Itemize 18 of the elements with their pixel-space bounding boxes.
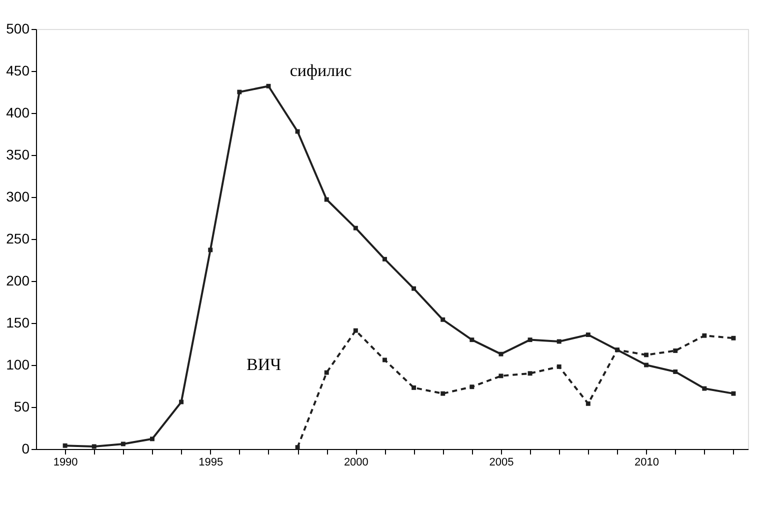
y-tick-label: 150 <box>6 314 30 330</box>
x-tick-label: 2000 <box>344 456 368 468</box>
y-tick-label: 100 <box>6 356 30 372</box>
y-tick-label: 200 <box>6 272 30 288</box>
y-tick-label: 300 <box>6 188 30 204</box>
y-tick-label: 500 <box>6 20 30 36</box>
y-tick-label: 0 <box>22 440 30 456</box>
x-tick-label: 1995 <box>198 456 224 468</box>
y-tick-label: 400 <box>6 104 30 120</box>
y-tick-label: 250 <box>6 230 30 246</box>
x-tick-label: 2005 <box>489 456 514 468</box>
y-tick-label: 350 <box>6 146 30 162</box>
y-tick-label: 450 <box>6 62 30 78</box>
annotation: сифилис <box>290 61 352 80</box>
x-tick-label: 1990 <box>53 456 78 468</box>
y-tick-label: 50 <box>14 398 30 414</box>
x-tick-label: 2010 <box>634 456 660 468</box>
annotation: ВИЧ <box>246 355 282 374</box>
